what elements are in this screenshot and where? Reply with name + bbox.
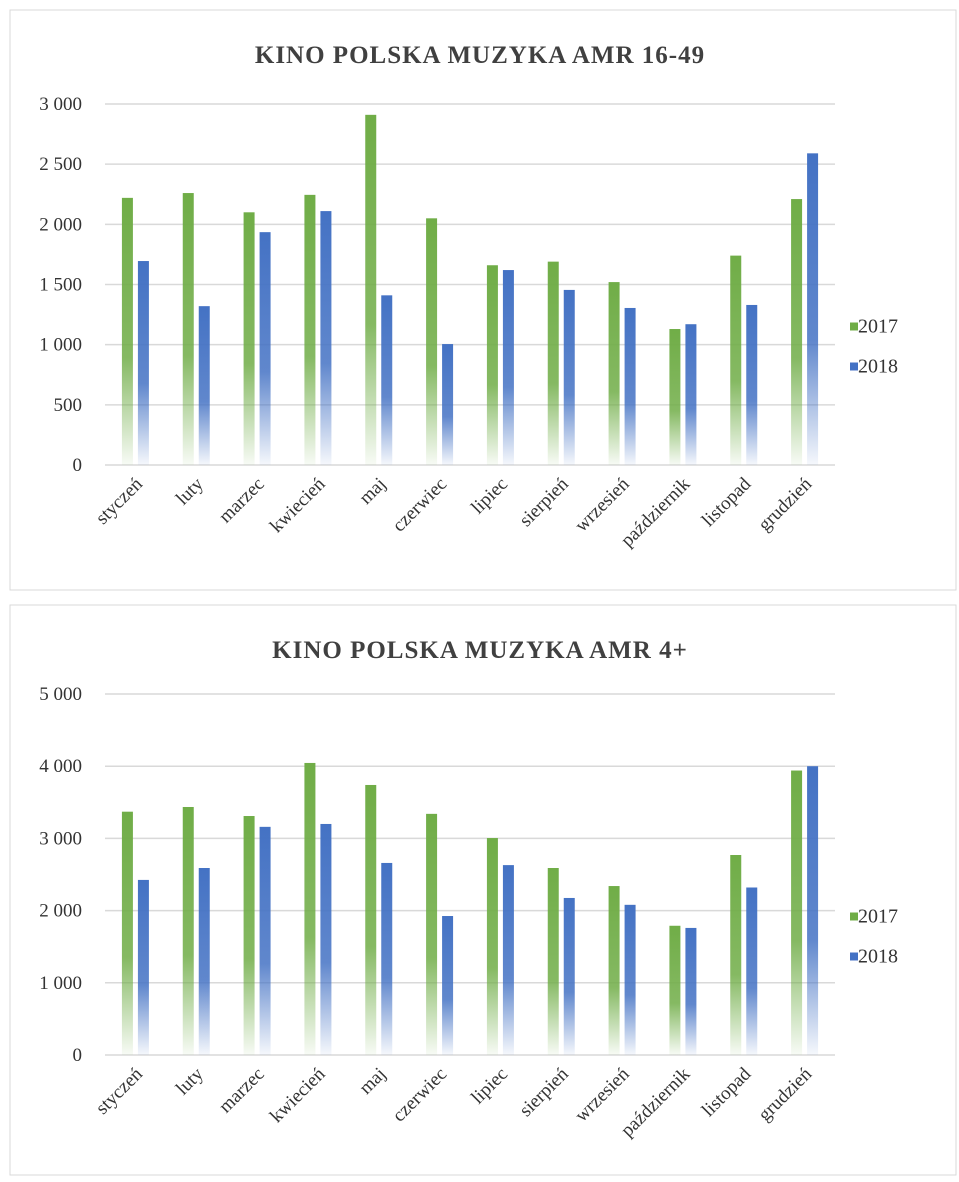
bar [608, 282, 620, 465]
bar [746, 304, 758, 465]
bar [381, 295, 393, 465]
bar [563, 289, 575, 465]
bar [198, 868, 210, 1055]
legend-label: 2017 [858, 906, 898, 928]
bar [442, 344, 454, 465]
chart-title: KINO POLSKA MUZYKA AMR 4+ [272, 637, 688, 664]
bar [381, 862, 393, 1055]
bar [243, 816, 255, 1055]
bar [121, 197, 133, 466]
bar [502, 270, 514, 465]
bar [137, 261, 149, 465]
bar [669, 329, 681, 465]
bar [182, 193, 194, 465]
x-tick-label: kwiecień [266, 1063, 330, 1127]
bar [137, 879, 149, 1055]
legend-swatch [850, 322, 858, 331]
y-tick-label: 2 500 [39, 154, 82, 175]
bar [486, 838, 498, 1055]
bar [304, 194, 316, 465]
bar [121, 811, 133, 1055]
x-tick-label: marzec [215, 1064, 269, 1118]
y-tick-label: 4 000 [39, 756, 82, 777]
bar [730, 855, 742, 1055]
bar [442, 916, 454, 1055]
x-tick-label: grudzień [754, 473, 816, 535]
y-tick-label: 500 [54, 395, 83, 416]
x-tick-label: maj [355, 474, 390, 509]
x-tick-label: listopad [698, 1063, 756, 1121]
x-tick-label: grudzień [754, 1063, 816, 1125]
bar [320, 823, 332, 1055]
bar [563, 897, 575, 1055]
bar [624, 307, 636, 465]
bar [608, 886, 620, 1055]
y-tick-label: 0 [73, 455, 83, 476]
legend-label: 2018 [858, 356, 898, 378]
bar [365, 784, 377, 1055]
x-tick-label: lipiec [467, 474, 512, 519]
x-tick-label: marzec [215, 474, 269, 528]
bar [182, 806, 194, 1055]
x-tick-label: luty [172, 473, 208, 509]
y-tick-label: 2 000 [39, 901, 82, 922]
x-tick-label: lipiec [467, 1064, 512, 1109]
y-tick-label: 2 000 [39, 214, 82, 235]
x-tick-label: kwiecień [266, 473, 330, 537]
x-tick-label: styczeń [92, 473, 147, 528]
bar [426, 218, 438, 465]
legend-label: 2017 [858, 316, 898, 338]
x-tick-label: wrzesień [571, 473, 634, 536]
bar [320, 211, 332, 465]
bar [624, 904, 636, 1055]
bar [791, 770, 803, 1055]
bar [486, 265, 498, 465]
bar [243, 212, 255, 465]
legend-swatch [850, 952, 858, 961]
y-tick-label: 5 000 [39, 684, 82, 705]
legend-swatch [850, 912, 858, 921]
bar [746, 887, 758, 1055]
bar [685, 927, 697, 1055]
bar [685, 324, 697, 465]
y-tick-label: 1 500 [39, 275, 82, 296]
x-tick-label: czerwiec [389, 474, 452, 537]
bar [259, 232, 271, 465]
bar [259, 826, 271, 1055]
bar [304, 762, 316, 1055]
x-tick-label: wrzesień [571, 1063, 634, 1126]
y-tick-label: 1 000 [39, 335, 82, 356]
bar [502, 865, 514, 1055]
bar [365, 114, 377, 465]
x-tick-label: sierpień [515, 473, 573, 531]
x-tick-label: luty [172, 1063, 208, 1099]
y-tick-label: 3 000 [39, 94, 82, 115]
bar [547, 868, 559, 1055]
x-tick-label: styczeń [92, 1063, 147, 1118]
y-tick-label: 0 [73, 1045, 83, 1066]
y-tick-label: 3 000 [39, 828, 82, 849]
bar [198, 306, 210, 465]
chart-title: KINO POLSKA MUZYKA AMR 16-49 [255, 42, 705, 69]
bar [791, 199, 803, 465]
legend-swatch [850, 362, 858, 371]
x-tick-label: czerwiec [389, 1064, 452, 1127]
x-tick-label: sierpień [515, 1063, 573, 1121]
panel [9, 604, 957, 1176]
y-tick-label: 1 000 [39, 973, 82, 994]
x-tick-label: listopad [698, 473, 756, 531]
bar [426, 813, 438, 1055]
bar [807, 153, 819, 465]
bar [730, 255, 742, 465]
bar [547, 261, 559, 465]
bar [669, 925, 681, 1055]
x-tick-label: maj [355, 1064, 390, 1099]
legend-label: 2018 [858, 946, 898, 968]
panel [9, 9, 957, 591]
bar [807, 766, 819, 1055]
